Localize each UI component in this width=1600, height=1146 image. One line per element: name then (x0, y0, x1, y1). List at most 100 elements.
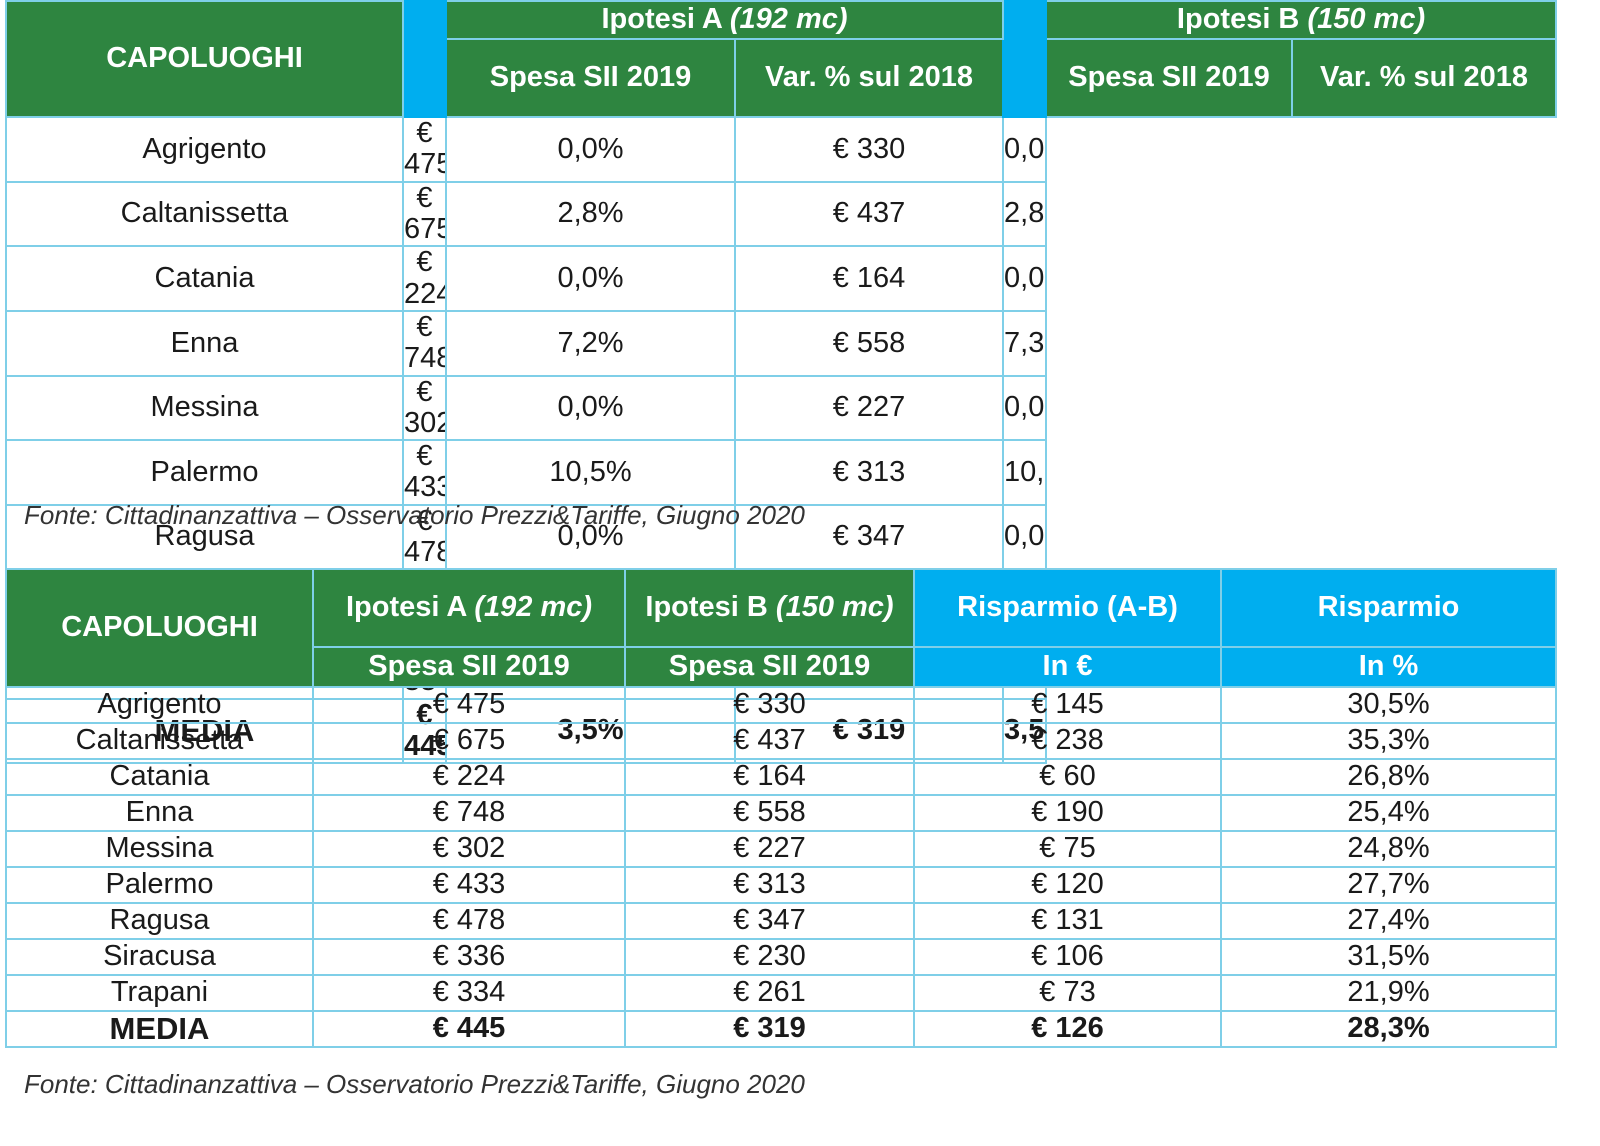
var-a-cell: 0,0% (445, 245, 736, 312)
spesa-a-cell: € 675 (312, 722, 626, 760)
city-cell: Ragusa (5, 503, 404, 571)
table-row: Siracusa € 336 € 230 € 106 31,5% (5, 938, 1557, 976)
spesa-b-cell: € 437 (624, 722, 915, 760)
risparmio-eur-cell: € 190 (913, 794, 1222, 832)
city-cell: Agrigento (5, 116, 404, 183)
spesa-a-cell: € 478 (402, 503, 447, 571)
column-separator (402, 0, 447, 118)
var-a-cell: 0,0% (445, 374, 736, 442)
header-in-pct: In % (1220, 646, 1557, 688)
city-cell: Palermo (5, 866, 314, 904)
spesa-b-cell: € 347 (733, 503, 1005, 571)
risparmio-pct-cell: 27,7% (1220, 866, 1557, 904)
spesa-a-cell: € 336 (312, 938, 626, 976)
var-b-cell: 2,8% (1002, 180, 1048, 248)
spesa-b-cell: € 164 (733, 245, 1005, 312)
header-capoluoghi: CAPOLUOGHI (5, 568, 314, 688)
risparmio-eur-cell: € 120 (913, 866, 1222, 904)
risparmio-pct-cell: 35,3% (1220, 722, 1557, 760)
risparmio-pct-cell: 30,5% (1220, 686, 1557, 724)
header-a-var: Var. % sul 2018 (733, 38, 1005, 118)
spesa-b-cell: € 227 (624, 830, 915, 868)
table-row: Catania € 224 € 164 € 60 26,8% (5, 758, 1557, 796)
table-row: Trapani € 334 € 261 € 73 21,9% (5, 974, 1557, 1012)
spesa-a-cell: € 224 (312, 758, 626, 796)
spesa-a-cell: € 675 (402, 180, 447, 248)
table-row: Enna € 748 € 558 € 190 25,4% (5, 794, 1557, 832)
header-a-spesa: Spesa SII 2019 (312, 646, 626, 688)
city-cell: Palermo (5, 439, 404, 506)
var-b-cell: 7,3% (1002, 309, 1048, 377)
var-b-cell: 0,0% (1002, 116, 1048, 183)
risparmio-eur-cell: € 131 (913, 902, 1222, 940)
spesa-b-cell: € 313 (624, 866, 915, 904)
header-capoluoghi: CAPOLUOGHI (5, 0, 404, 118)
var-a-cell: 0,0% (445, 116, 736, 183)
city-cell: Trapani (5, 974, 314, 1012)
city-cell: Messina (5, 830, 314, 868)
table-row: Ragusa € 478 € 347 € 131 27,4% (5, 902, 1557, 940)
spesa-a-cell: € 748 (402, 309, 447, 377)
city-cell: Enna (5, 794, 314, 832)
header-ipotesi-a: Ipotesi A (192 mc) (444, 0, 1005, 40)
city-cell: Messina (5, 374, 404, 442)
risparmio-pct-cell: 27,4% (1220, 902, 1557, 940)
header-ipotesi-a: Ipotesi A (192 mc) (312, 568, 626, 648)
spesa-b-cell: € 313 (733, 439, 1005, 506)
spesa-a-cell: € 224 (402, 245, 447, 312)
spesa-b-cell: € 319 (624, 1010, 915, 1048)
column-separator (1002, 0, 1048, 118)
spesa-a-cell: € 433 (312, 866, 626, 904)
risparmio-pct-cell: 26,8% (1220, 758, 1557, 796)
table-row: Agrigento € 475 € 330 € 145 30,5% (5, 686, 1557, 724)
header-ipotesi-b: Ipotesi B (150 mc) (624, 568, 915, 648)
spesa-b-cell: € 558 (624, 794, 915, 832)
var-a-cell: 7,2% (445, 309, 736, 377)
city-cell: Caltanissetta (5, 722, 314, 760)
risparmio-table: CAPOLUOGHI Ipotesi A (192 mc) Ipotesi B … (5, 568, 1557, 1048)
risparmio-eur-cell: € 60 (913, 758, 1222, 796)
city-cell: Catania (5, 758, 314, 796)
spesa-b-cell: € 558 (733, 309, 1005, 377)
spesa-b-cell: € 164 (624, 758, 915, 796)
risparmio-eur-cell: € 106 (913, 938, 1222, 976)
risparmio-eur-cell: € 75 (913, 830, 1222, 868)
var-a-cell: 2,8% (445, 180, 736, 248)
spesa-a-cell: € 478 (312, 902, 626, 940)
risparmio-eur-cell: € 73 (913, 974, 1222, 1012)
city-cell: Ragusa (5, 902, 314, 940)
risparmio-eur-cell: € 126 (913, 1010, 1222, 1048)
header-risparmio-ab: Risparmio (A-B) (913, 568, 1222, 648)
risparmio-eur-cell: € 238 (913, 722, 1222, 760)
risparmio-pct-cell: 31,5% (1220, 938, 1557, 976)
spesa-b-cell: € 330 (624, 686, 915, 724)
risparmio-pct-cell: 28,3% (1220, 1010, 1557, 1048)
var-b-cell: 0,0% (1002, 374, 1048, 442)
spesa-a-cell: € 475 (312, 686, 626, 724)
city-cell: Siracusa (5, 938, 314, 976)
risparmio-pct-cell: 24,8% (1220, 830, 1557, 868)
city-cell: Agrigento (5, 686, 314, 724)
source-note: Fonte: Cittadinanzattiva – Osservatorio … (24, 500, 805, 530)
header-ipotesi-b: Ipotesi B (150 mc) (1045, 0, 1558, 40)
city-cell: Enna (5, 309, 404, 377)
table-row: Caltanissetta € 675 € 437 € 238 35,3% (5, 722, 1557, 760)
header-a-spesa: Spesa SII 2019 (445, 38, 736, 118)
spesa-a-cell: € 748 (312, 794, 626, 832)
risparmio-eur-cell: € 145 (913, 686, 1222, 724)
var-a-cell: 0,0% (445, 503, 736, 571)
city-cell: Caltanissetta (5, 180, 404, 248)
spesa-b-cell: € 437 (733, 180, 1005, 248)
spesa-b-cell: € 330 (733, 116, 1005, 183)
spesa-a-cell: € 475 (402, 116, 447, 183)
city-cell: Catania (5, 245, 404, 312)
header-in-euro: In € (913, 646, 1222, 688)
spesa-b-cell: € 261 (624, 974, 915, 1012)
var-b-cell: 10,2% (1002, 439, 1048, 506)
